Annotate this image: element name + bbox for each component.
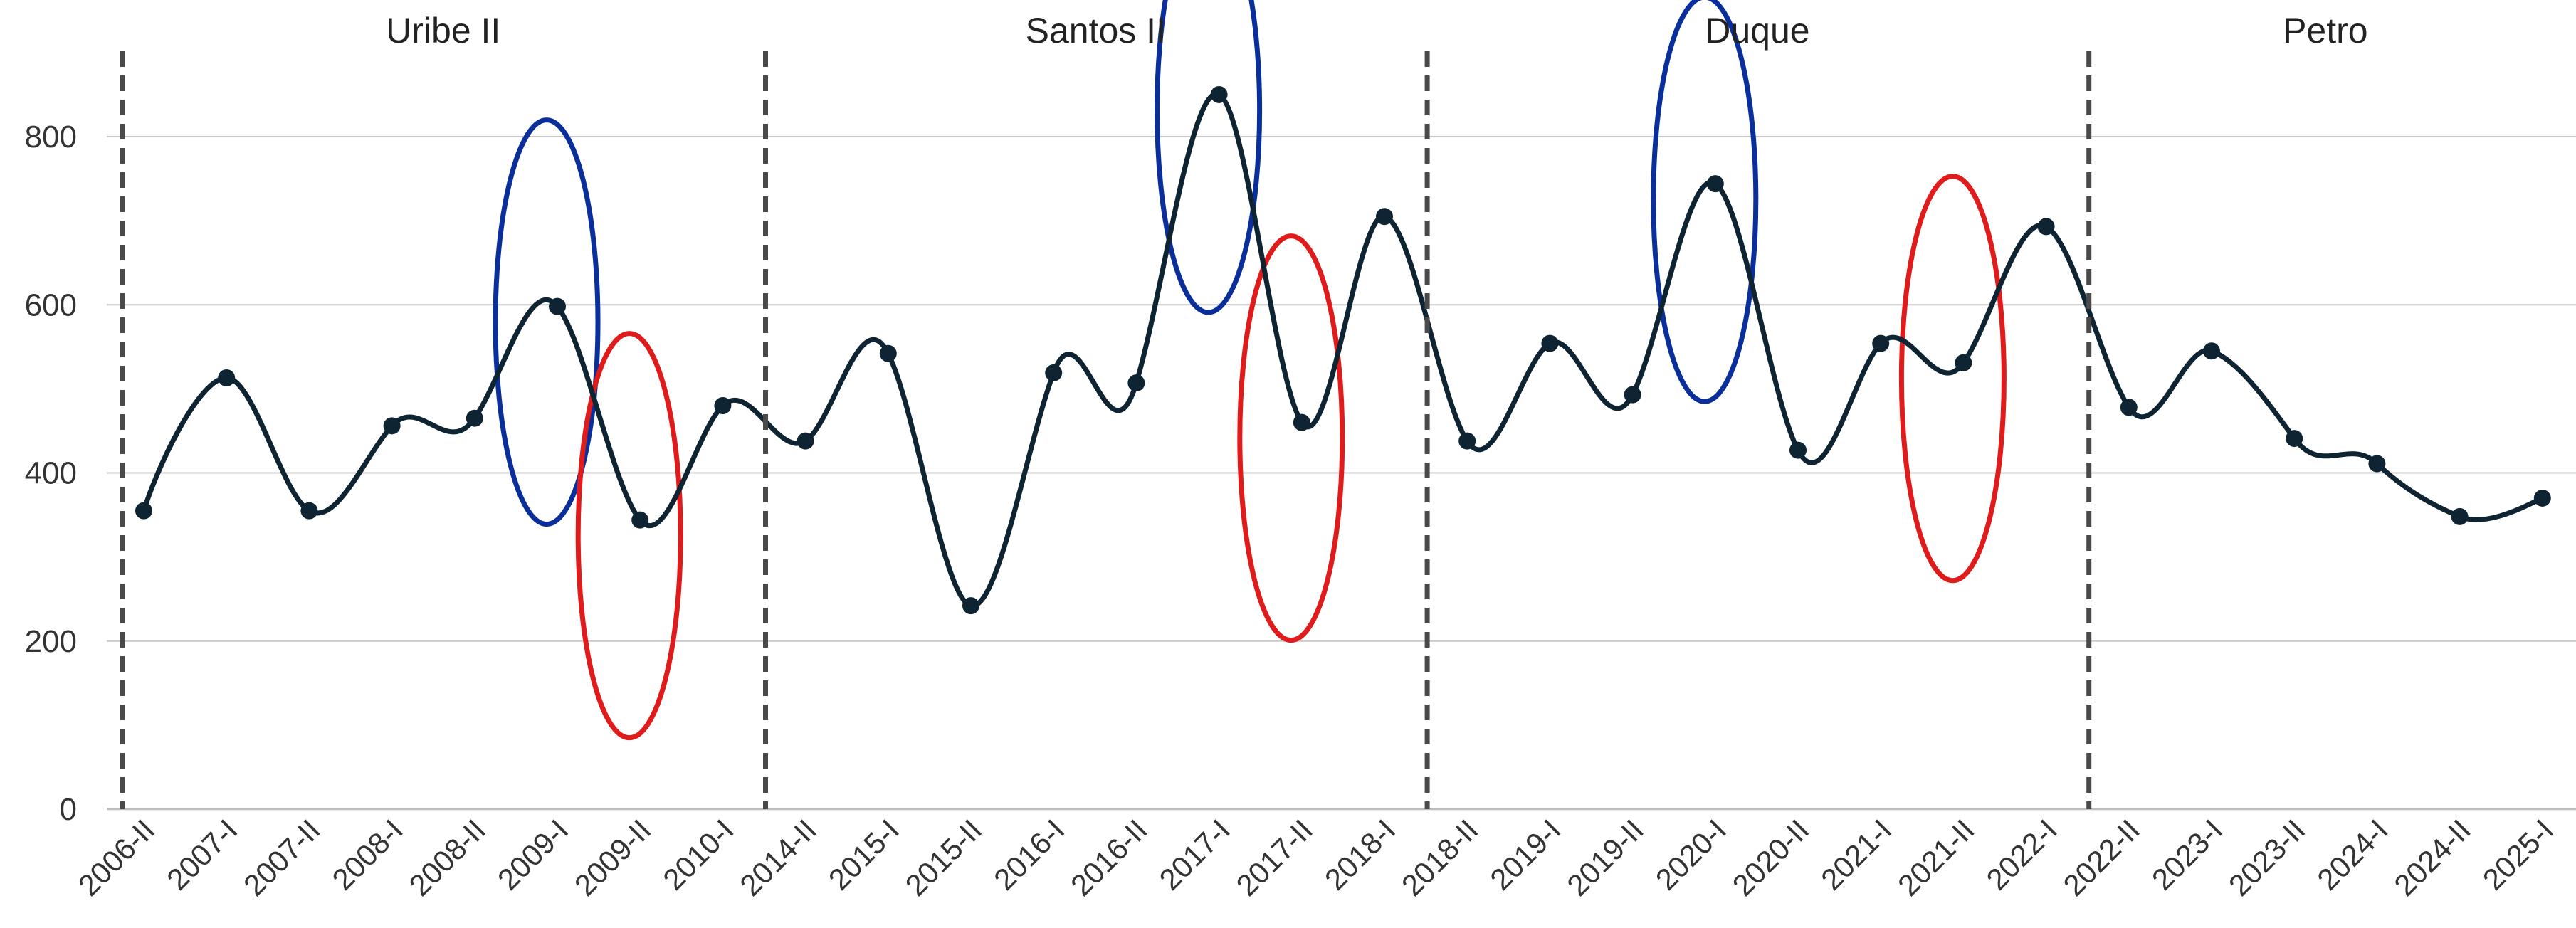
x-tick-label: 2019-II (1560, 813, 1650, 902)
data-point-2015-I (879, 344, 897, 362)
x-tick-label: 2009-II (568, 813, 658, 902)
x-axis-ticks: 2006-II2007-I2007-II2008-I2008-II2009-I2… (72, 813, 2560, 902)
x-tick-label: 2017-II (1229, 813, 1319, 902)
data-point-2014-II (797, 432, 814, 450)
x-tick-label: 2018-II (1395, 813, 1485, 902)
data-point-2024-I (2368, 455, 2386, 473)
y-tick-label: 600 (25, 288, 77, 322)
data-point-2019-II (1624, 386, 1641, 404)
data-point-2006-II (135, 502, 152, 520)
x-tick-label: 2008-I (326, 813, 409, 896)
y-tick-label: 200 (25, 624, 77, 659)
series-layer (141, 91, 2545, 608)
x-tick-label: 2020-II (1726, 813, 1816, 902)
x-tick-label: 2021-I (1814, 813, 1898, 896)
data-point-2008-II (466, 409, 483, 427)
highlight-ellipses (493, 0, 2007, 741)
y-tick-label: 800 (25, 120, 77, 154)
x-tick-label: 2024-II (2387, 813, 2477, 902)
data-point-2007-II (300, 502, 318, 520)
x-tick-label: 2009-I (491, 813, 574, 896)
data-point-2009-II (631, 511, 649, 529)
data-point-2021-II (1955, 354, 1972, 371)
x-tick-label: 2014-II (733, 813, 823, 902)
data-point-2016-I (1045, 364, 1063, 381)
x-tick-label: 2022-II (2056, 813, 2146, 902)
data-point-2022-I (2037, 218, 2055, 236)
highlight-ellipse (1651, 0, 1759, 404)
data-point-2021-I (1872, 334, 1890, 352)
data-point-2018-II (1458, 432, 1476, 450)
x-tick-label: 2023-II (2222, 813, 2312, 902)
x-tick-label: 2017-I (1153, 813, 1236, 896)
x-tick-label: 2006-II (72, 813, 162, 902)
data-point-2018-I (1376, 208, 1393, 226)
data-point-2008-I (383, 417, 401, 435)
period-dividers: Uribe II Santos II Duque Petro (120, 11, 2368, 809)
period-label: Duque (1705, 11, 1809, 51)
x-tick-label: 2007-I (160, 813, 243, 896)
x-tick-label: 2020-I (1649, 813, 1733, 896)
data-point-2009-I (549, 297, 566, 315)
data-point-2017-II (1293, 413, 1310, 431)
x-tick-label: 2023-I (2145, 813, 2229, 896)
data-point-2015-II (962, 597, 979, 615)
data-point-2024-II (2451, 507, 2469, 525)
y-tick-label: 0 (60, 792, 77, 827)
highlight-ellipse (575, 331, 683, 741)
data-point-2025-I (2533, 489, 2551, 507)
x-tick-label: 2019-I (1483, 813, 1567, 896)
period-label: Uribe II (386, 11, 500, 51)
data-point-2023-II (2286, 430, 2303, 448)
x-tick-label: 2021-II (1891, 813, 1981, 902)
data-points (135, 85, 2551, 615)
data-point-2016-II (1127, 374, 1145, 392)
highlight-ellipse (1898, 174, 2007, 584)
x-tick-label: 2024-I (2310, 813, 2394, 896)
highlight-ellipse (493, 117, 601, 527)
x-tick-label: 2018-I (1318, 813, 1402, 896)
period-label: Petro (2283, 11, 2368, 51)
series-line (141, 91, 2545, 608)
data-point-2007-I (218, 369, 236, 387)
x-tick-label: 2007-II (237, 813, 327, 902)
x-tick-label: 2008-II (402, 813, 492, 902)
x-tick-label: 2025-I (2476, 813, 2560, 896)
x-tick-label: 2015-I (822, 813, 905, 896)
data-point-2017-I (1210, 85, 1228, 103)
x-tick-label: 2010-I (656, 813, 740, 896)
x-tick-label: 2016-II (1064, 813, 1154, 902)
y-axis-ticks: 0 200 400 600 800 (25, 120, 77, 827)
highlight-ellipse (1155, 0, 1263, 315)
data-point-2019-I (1541, 334, 1559, 352)
x-tick-label: 2016-I (987, 813, 1071, 896)
data-point-2023-I (2203, 342, 2220, 360)
data-point-2020-I (1706, 175, 1724, 193)
data-point-2022-II (2120, 399, 2138, 416)
data-point-2020-II (1789, 441, 1807, 459)
x-tick-label: 2015-II (899, 813, 989, 902)
data-point-2010-I (714, 397, 732, 414)
period-label: Santos II (1026, 11, 1166, 51)
highlight-ellipse (1237, 233, 1345, 643)
y-tick-label: 400 (25, 456, 77, 491)
x-tick-label: 2022-I (1980, 813, 2064, 896)
